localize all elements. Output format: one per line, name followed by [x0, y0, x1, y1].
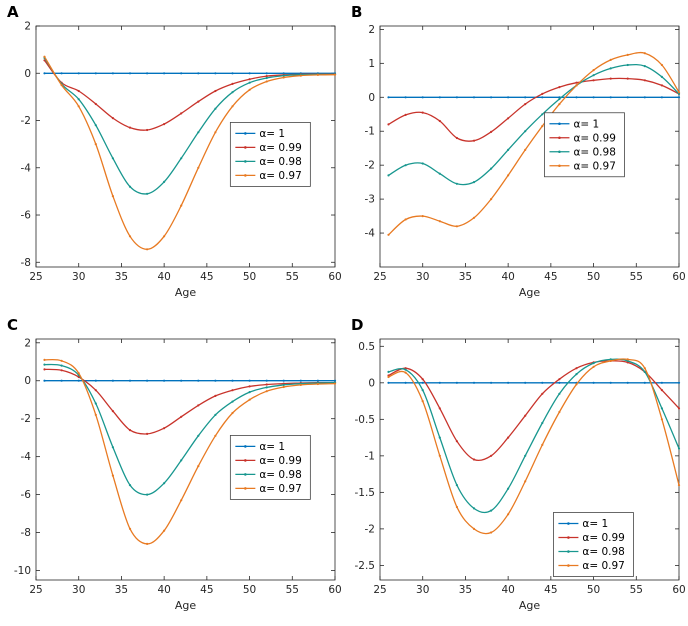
svg-text:-4: -4	[21, 162, 32, 174]
svg-text:0: 0	[24, 68, 31, 80]
svg-text:-3: -3	[365, 194, 375, 206]
svg-text:60: 60	[672, 271, 685, 283]
svg-text:α= 0.99: α= 0.99	[259, 142, 301, 154]
svg-text:60: 60	[328, 271, 341, 283]
svg-text:2: 2	[368, 24, 375, 36]
svg-text:55: 55	[630, 271, 643, 283]
svg-text:α= 0.97: α= 0.97	[259, 483, 301, 495]
svg-text:50: 50	[587, 584, 600, 596]
svg-text:-10: -10	[14, 565, 31, 577]
svg-text:40: 40	[157, 271, 170, 283]
svg-text:-0.5: -0.5	[355, 414, 376, 426]
chart-c-canvas: 25 30 35 40 45 50 55 60 -10 -8 -6 -4 -2 0 2 Age α= 1 α= 0…	[14, 337, 342, 612]
svg-text:-6: -6	[21, 210, 32, 222]
svg-text:α= 0.97: α= 0.97	[582, 560, 624, 572]
legend: α= 1 α= 0.99 α= 0.98 α= 0.97	[229, 122, 311, 187]
svg-text:-1: -1	[365, 450, 375, 462]
svg-text:30: 30	[416, 584, 429, 596]
svg-text:0: 0	[368, 377, 375, 389]
svg-text:Age: Age	[175, 286, 197, 299]
svg-text:α= 1: α= 1	[259, 128, 285, 140]
svg-text:α= 0.98: α= 0.98	[259, 469, 301, 481]
svg-text:35: 35	[115, 584, 128, 596]
svg-text:-4: -4	[21, 451, 32, 463]
svg-text:-2: -2	[21, 413, 31, 425]
svg-text:Age: Age	[175, 599, 197, 612]
chart-d-canvas: 25 30 35 40 45 50 55 60 -2.5 -2 -1.5 -1 -0.5 0 0.5 Age α…	[355, 338, 686, 612]
svg-text:-6: -6	[21, 489, 32, 501]
svg-text:α= 0.99: α= 0.99	[259, 455, 301, 467]
svg-text:45: 45	[200, 271, 213, 283]
svg-text:0.5: 0.5	[358, 341, 375, 353]
svg-text:30: 30	[72, 584, 85, 596]
svg-text:α= 1: α= 1	[259, 441, 285, 453]
legend: α= 1 α= 0.99 α= 0.98 α= 0.97	[544, 112, 625, 178]
svg-text:30: 30	[72, 271, 85, 283]
svg-text:α= 0.97: α= 0.97	[573, 160, 615, 172]
panel-d-label: D	[351, 316, 364, 334]
legend: α= 1 α= 0.99 α= 0.98 α= 0.97	[229, 435, 311, 500]
svg-text:Age: Age	[519, 599, 541, 612]
panel-b-label: B	[351, 3, 363, 21]
svg-text:55: 55	[286, 271, 299, 283]
svg-text:35: 35	[459, 584, 472, 596]
panel-a: A 25 30 35 40 45 50 55 60 -8 -6 -4 -2 0 2 Age α= 1 α= 0.…	[0, 0, 344, 313]
legend: α= 1 α= 0.99 α= 0.98 α= 0.97	[553, 512, 634, 577]
svg-text:55: 55	[630, 584, 643, 596]
svg-text:α= 0.98: α= 0.98	[259, 156, 301, 168]
svg-text:60: 60	[328, 584, 341, 596]
svg-text:2: 2	[24, 21, 31, 33]
svg-text:25: 25	[373, 271, 386, 283]
svg-text:Age: Age	[519, 286, 541, 299]
svg-text:45: 45	[544, 584, 557, 596]
svg-text:50: 50	[587, 271, 600, 283]
svg-text:α= 1: α= 1	[573, 118, 599, 130]
svg-text:50: 50	[243, 584, 256, 596]
svg-text:-8: -8	[21, 527, 31, 539]
svg-text:25: 25	[29, 271, 42, 283]
svg-text:-2: -2	[21, 115, 31, 127]
panel-a-label: A	[7, 3, 19, 21]
svg-text:50: 50	[243, 271, 256, 283]
panel-d: D 25 30 35 40 45 50 55 60 -2.5 -2 -1.5 -1 -0.5 0 0.5 Ag…	[344, 313, 688, 626]
svg-text:40: 40	[501, 584, 514, 596]
svg-text:-2.5: -2.5	[355, 560, 376, 572]
panel-c: C 25 30 35 40 45 50 55 60 -10 -8 -6 -4 -2 0 2 Age α= 1 α=…	[0, 313, 344, 626]
svg-text:-2: -2	[365, 523, 375, 535]
svg-text:25: 25	[29, 584, 42, 596]
svg-text:25: 25	[373, 584, 386, 596]
svg-text:α= 0.99: α= 0.99	[573, 132, 615, 144]
svg-text:60: 60	[672, 584, 685, 596]
svg-text:35: 35	[459, 271, 472, 283]
svg-text:45: 45	[544, 271, 557, 283]
panel-c-label: C	[7, 316, 19, 334]
panel-b: B 25 30 35 40 45 50 55 60 -4 -3 -2 -1 0 1 2 Age α= 1 α= 0…	[344, 0, 688, 313]
svg-text:α= 0.99: α= 0.99	[582, 532, 624, 544]
svg-text:0: 0	[368, 92, 375, 104]
svg-text:α= 0.98: α= 0.98	[573, 146, 615, 158]
svg-text:α= 0.97: α= 0.97	[259, 170, 301, 182]
svg-text:0: 0	[24, 375, 31, 387]
svg-text:-8: -8	[21, 257, 31, 269]
svg-text:40: 40	[157, 584, 170, 596]
svg-text:55: 55	[286, 584, 299, 596]
svg-text:α= 0.98: α= 0.98	[582, 546, 624, 558]
svg-text:2: 2	[24, 337, 31, 349]
svg-text:40: 40	[501, 271, 514, 283]
svg-text:35: 35	[115, 271, 128, 283]
svg-text:1: 1	[368, 58, 375, 70]
chart-a-canvas: 25 30 35 40 45 50 55 60 -8 -6 -4 -2 0 2 Age α= 1 α= 0.99…	[21, 21, 342, 300]
svg-text:-1.5: -1.5	[355, 487, 376, 499]
svg-text:-1: -1	[365, 126, 375, 138]
svg-text:45: 45	[200, 584, 213, 596]
chart-b-canvas: 25 30 35 40 45 50 55 60 -4 -3 -2 -1 0 1 2 Age α= 1 α= 0.9…	[365, 24, 686, 299]
svg-text:-4: -4	[365, 228, 376, 240]
svg-text:-2: -2	[365, 160, 375, 172]
svg-text:α= 1: α= 1	[582, 518, 608, 530]
svg-text:30: 30	[416, 271, 429, 283]
